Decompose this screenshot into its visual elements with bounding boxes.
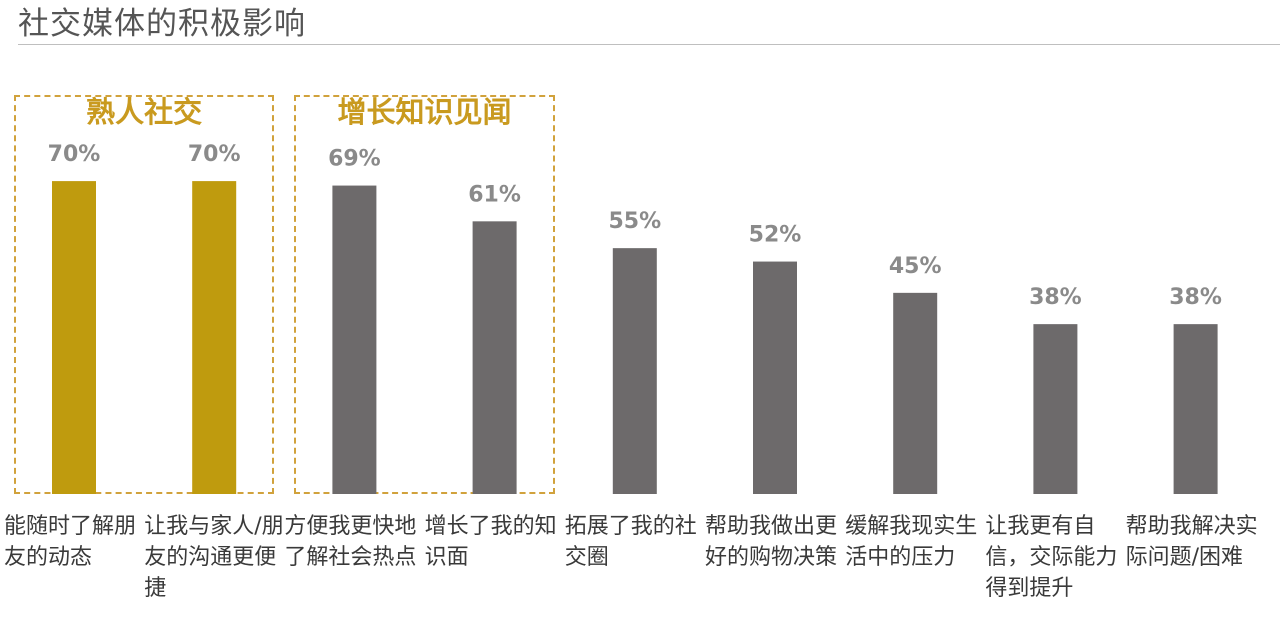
bar-7 bbox=[893, 292, 938, 494]
bar-2 bbox=[192, 181, 237, 494]
bar-8 bbox=[1033, 324, 1078, 494]
category-label-3: 方便我更快地了解社会热点 bbox=[284, 514, 417, 570]
value-label-9: 38% bbox=[1169, 285, 1222, 310]
value-label-1: 70% bbox=[48, 142, 101, 167]
value-label-5: 55% bbox=[608, 209, 661, 234]
value-label-8: 38% bbox=[1029, 285, 1082, 310]
group-box-2 bbox=[294, 95, 555, 494]
category-label-2: 让我与家人/朋友的沟通更便捷 bbox=[144, 514, 284, 601]
title-divider bbox=[18, 44, 1280, 45]
value-label-4: 61% bbox=[468, 182, 521, 207]
bar-4 bbox=[472, 221, 517, 494]
page-title: 社交媒体的积极影响 bbox=[18, 6, 306, 42]
group-box-1 bbox=[14, 95, 275, 494]
value-label-2: 70% bbox=[188, 142, 241, 167]
value-label-6: 52% bbox=[749, 223, 802, 248]
group-label-1: 熟人社交 bbox=[86, 95, 203, 129]
category-label-7: 缓解我现实生活中的压力 bbox=[845, 514, 978, 570]
category-label-1: 能随时了解朋友的动态 bbox=[4, 514, 137, 570]
category-label-8: 让我更有自信，交际能力得到提升 bbox=[985, 514, 1118, 601]
group-label-2: 增长知识见闻 bbox=[337, 95, 512, 129]
bar-1 bbox=[52, 181, 96, 494]
category-label-5: 拓展了我的社交圈 bbox=[564, 514, 697, 570]
value-label-3: 69% bbox=[328, 147, 381, 172]
value-label-7: 45% bbox=[889, 254, 942, 279]
category-label-9: 帮助我解决实际问题/困难 bbox=[1125, 514, 1258, 570]
category-label-4: 增长了我的知识面 bbox=[424, 514, 557, 570]
bar-3 bbox=[332, 185, 377, 494]
bar-5 bbox=[612, 248, 657, 494]
category-label-6: 帮助我做出更好的购物决策 bbox=[705, 514, 838, 570]
bar-6 bbox=[753, 261, 797, 494]
bar-9 bbox=[1173, 324, 1218, 494]
